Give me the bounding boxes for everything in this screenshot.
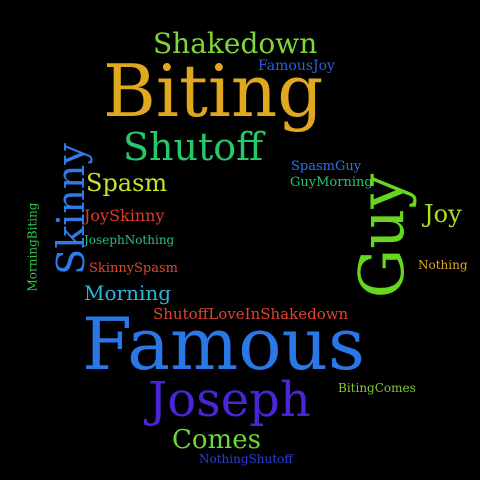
word-morning: Morning xyxy=(84,281,172,305)
word-spasm: Spasm xyxy=(86,169,168,197)
word-shakedown: Shakedown xyxy=(153,27,318,60)
word-joyskinny: JoySkinny xyxy=(84,206,165,225)
word-famousjoy: FamousJoy xyxy=(258,58,335,74)
word-bitingcomes: BitingComes xyxy=(338,381,416,395)
word-biting: Biting xyxy=(103,49,324,133)
word-guymorning: GuyMorning xyxy=(290,175,373,190)
word-guy: Guy xyxy=(345,173,419,299)
word-joy: Joy xyxy=(424,200,462,228)
word-morningbiting: MorningBiting xyxy=(25,202,40,292)
word-famous: Famous xyxy=(82,302,365,386)
word-joseph: Joseph xyxy=(148,372,311,428)
word-nothing: Nothing xyxy=(418,258,468,272)
word-shutoff: Shutoff xyxy=(123,125,264,169)
word-nothingshutoff: NothingShutoff xyxy=(199,452,293,466)
word-josephnothing: JosephNothing xyxy=(84,233,175,247)
word-skinnyspasm: SkinnySpasm xyxy=(89,261,179,276)
word-spasmguy: SpasmGuy xyxy=(291,159,362,174)
word-shutofflove: ShutoffLoveInShakedown xyxy=(153,305,349,323)
word-comes: Comes xyxy=(172,425,261,455)
